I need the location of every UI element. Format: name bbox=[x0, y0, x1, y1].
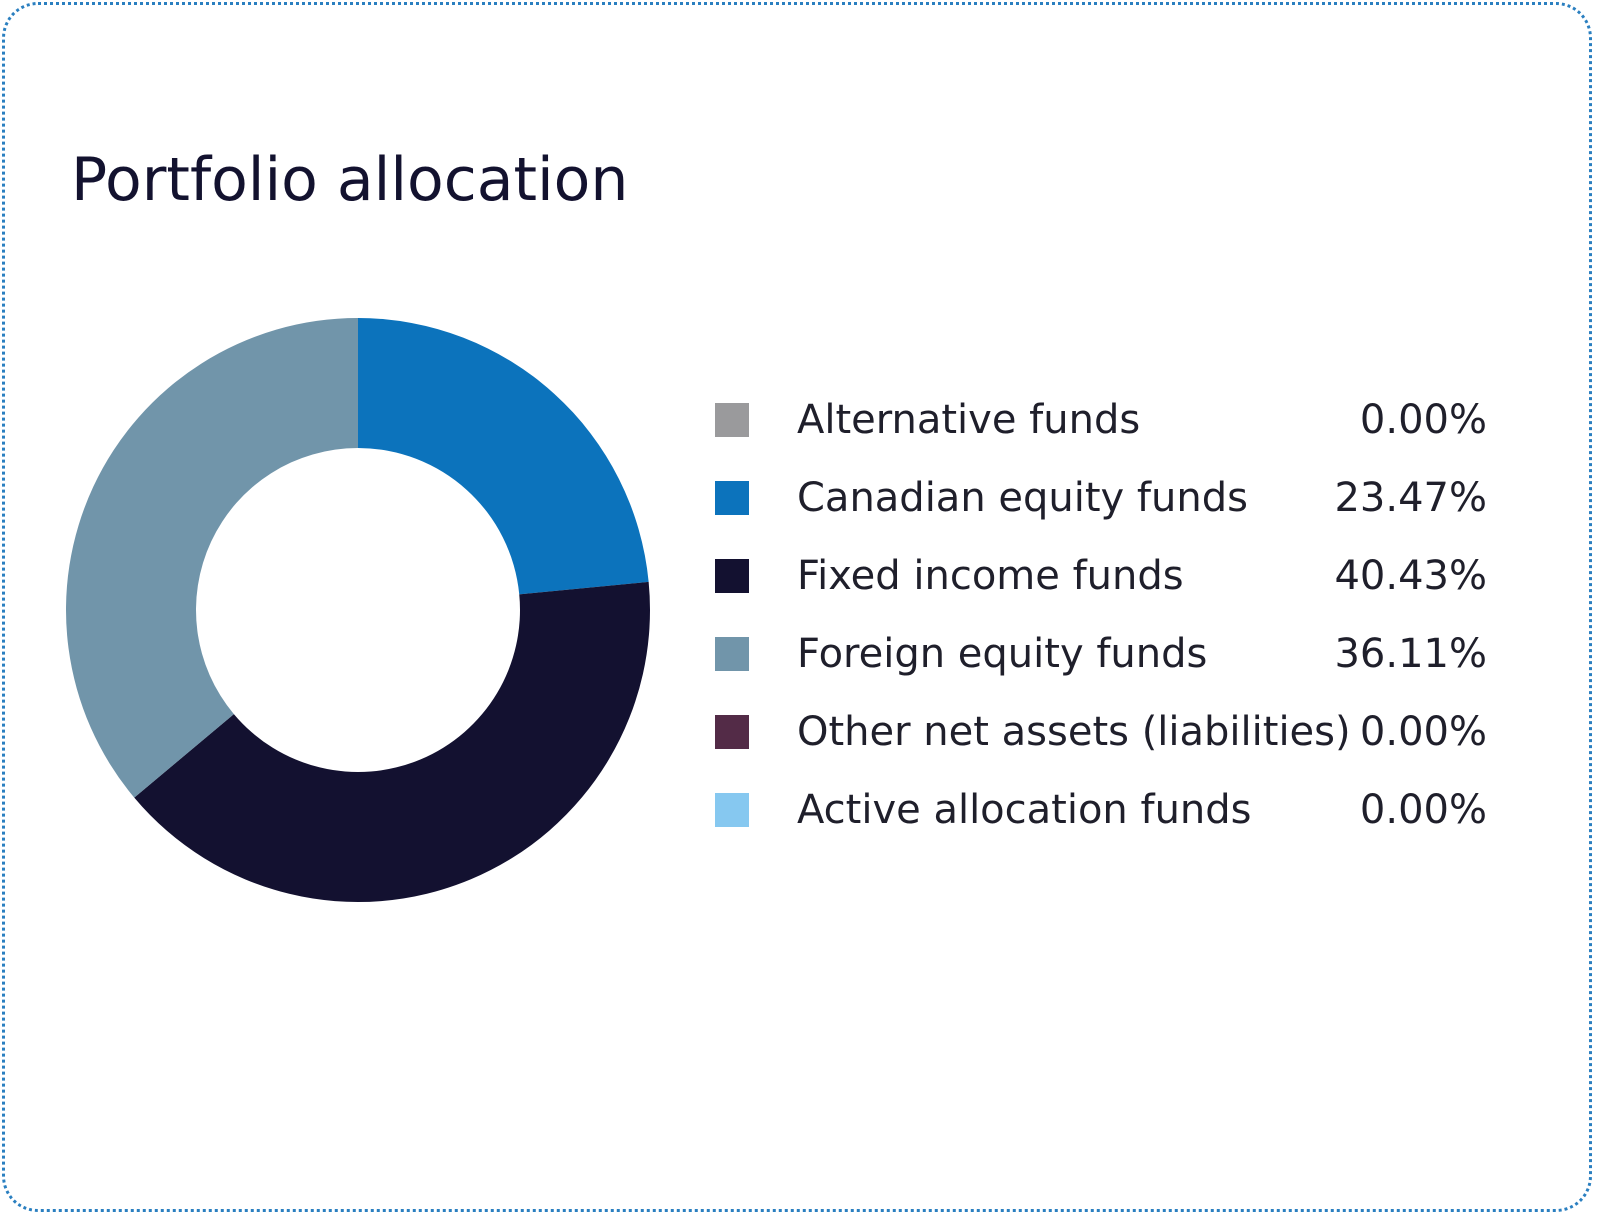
legend-swatch bbox=[715, 559, 749, 593]
donut-chart bbox=[65, 318, 650, 903]
donut-slices bbox=[65, 318, 650, 903]
legend-swatch bbox=[715, 637, 749, 671]
legend-label: Other net assets (liabilities) bbox=[797, 709, 1351, 755]
legend-swatch bbox=[715, 481, 749, 515]
legend-label: Canadian equity funds bbox=[797, 475, 1248, 521]
legend-value: 0.00% bbox=[1359, 397, 1487, 443]
legend-item-fixed-income-funds: Fixed income funds 40.43% bbox=[715, 553, 1535, 635]
chart-title: Portfolio allocation bbox=[71, 145, 629, 215]
legend-item-alternative-funds: Alternative funds 0.00% bbox=[715, 397, 1535, 479]
legend-item-other-net-assets: Other net assets (liabilities) 0.00% bbox=[715, 709, 1535, 791]
legend-label: Foreign equity funds bbox=[797, 631, 1208, 677]
legend-value: 23.47% bbox=[1334, 475, 1487, 521]
legend-item-foreign-equity-funds: Foreign equity funds 36.11% bbox=[715, 631, 1535, 713]
legend-value: 36.11% bbox=[1334, 631, 1487, 677]
donut-slice-fixed-income-funds bbox=[134, 581, 650, 903]
legend-label: Fixed income funds bbox=[797, 553, 1184, 599]
legend-swatch bbox=[715, 793, 749, 827]
legend-swatch bbox=[715, 403, 749, 437]
legend-label: Active allocation funds bbox=[797, 787, 1252, 833]
legend-value: 40.43% bbox=[1334, 553, 1487, 599]
legend-swatch bbox=[715, 715, 749, 749]
donut-slice-foreign-equity-funds bbox=[65, 318, 358, 798]
legend-item-canadian-equity-funds: Canadian equity funds 23.47% bbox=[715, 475, 1535, 557]
legend-value: 0.00% bbox=[1359, 709, 1487, 755]
chart-legend: Alternative funds 0.00% Canadian equity … bbox=[715, 397, 1535, 869]
donut-slice-canadian-equity-funds bbox=[358, 318, 649, 595]
legend-value: 0.00% bbox=[1359, 787, 1487, 833]
legend-item-active-allocation-funds: Active allocation funds 0.00% bbox=[715, 787, 1535, 869]
legend-label: Alternative funds bbox=[797, 397, 1141, 443]
